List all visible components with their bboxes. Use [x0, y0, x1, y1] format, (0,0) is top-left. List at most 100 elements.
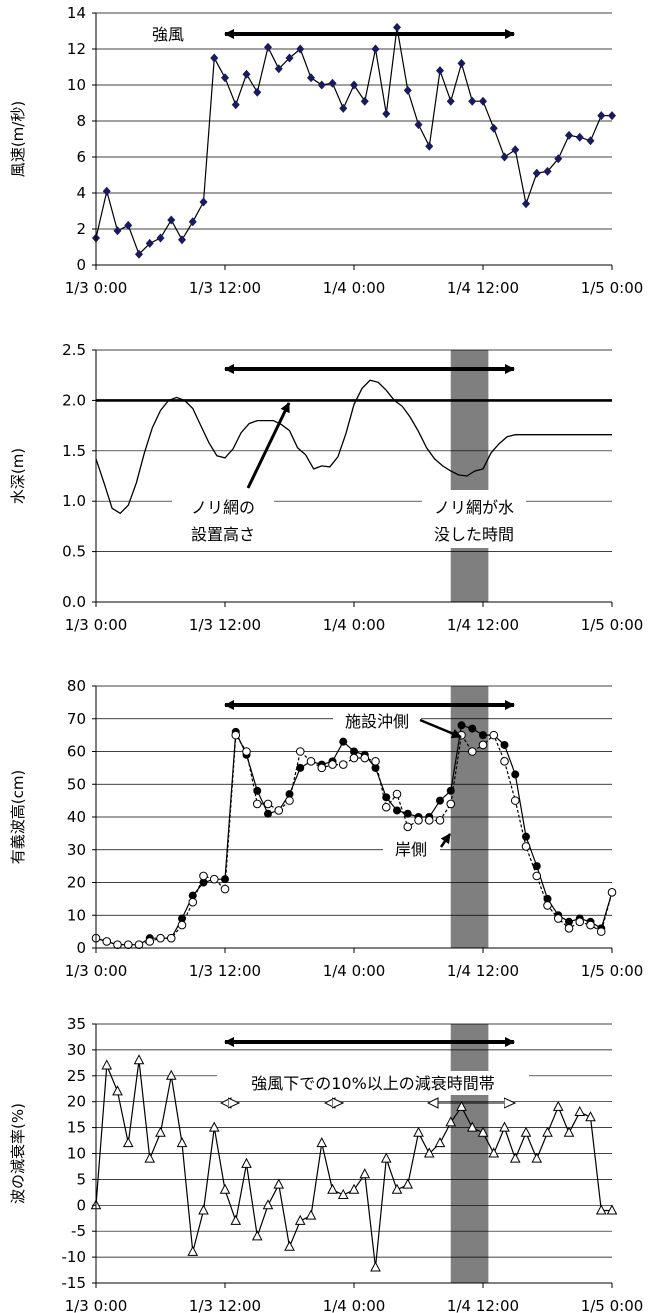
data-point-shore	[188, 897, 198, 907]
data-point-shore	[489, 730, 499, 740]
data-point	[253, 87, 262, 97]
data-point-shore	[478, 740, 488, 750]
data-point-shore	[467, 747, 477, 756]
data-point	[543, 166, 552, 176]
y-tick-label: -5	[71, 1222, 86, 1240]
data-point	[208, 1121, 220, 1132]
data-point-shore	[521, 842, 531, 851]
data-point	[198, 1204, 209, 1215]
data-point	[509, 1152, 521, 1163]
submerged-label-line1: ノリ網が水	[434, 498, 514, 517]
data-point-shore	[446, 799, 456, 809]
data-point	[210, 53, 219, 63]
y-tick-label: 10	[67, 906, 86, 924]
offshore-pointer	[419, 718, 462, 739]
data-point	[554, 154, 563, 164]
data-point	[542, 1126, 553, 1137]
data-point	[284, 1240, 295, 1251]
data-point	[102, 186, 111, 196]
x-tick-label: 1/5 0:00	[581, 279, 644, 297]
y-tick-label: 40	[67, 808, 86, 826]
data-point	[574, 1105, 586, 1117]
data-point-offshore	[457, 721, 466, 730]
label-background	[121, 22, 216, 46]
data-point	[112, 1085, 123, 1096]
data-point	[586, 136, 595, 146]
y-tick-label: 35	[67, 1015, 86, 1033]
y-tick-label: 50	[67, 775, 86, 793]
x-tick-label: 1/3 0:00	[65, 1297, 128, 1313]
data-point	[231, 100, 240, 110]
data-point-offshore	[296, 763, 305, 772]
data-point	[124, 220, 133, 230]
data-point-offshore	[285, 790, 294, 799]
y-tick-label: 0.5	[62, 543, 86, 561]
data-point-shore	[220, 884, 230, 894]
x-tick-label: 1/5 0:00	[581, 616, 644, 634]
data-point	[360, 96, 369, 106]
submerged-label-line2: 没した時間	[434, 525, 514, 544]
data-point	[316, 1137, 328, 1148]
data-point-offshore	[264, 809, 272, 818]
data-point-shore	[209, 874, 219, 884]
net-height-label-line1: ノリ網の	[191, 498, 255, 517]
data-point	[328, 78, 337, 88]
data-point	[337, 1188, 349, 1199]
data-point	[489, 123, 498, 133]
data-point-shore	[263, 799, 273, 809]
data-point-offshore	[382, 793, 391, 802]
x-tick-label: 1/3 12:00	[189, 1297, 261, 1313]
data-point	[595, 1204, 607, 1215]
x-tick-label: 1/4 12:00	[447, 1297, 519, 1313]
attenuation-band-label: 強風下での10%以上の減衰時間帯	[251, 1074, 495, 1093]
data-point-offshore	[403, 809, 412, 818]
data-point	[188, 217, 197, 227]
data-point	[380, 1152, 392, 1163]
y-tick-label: 2	[76, 220, 86, 238]
data-point	[479, 96, 487, 106]
y-tick-label: 6	[76, 148, 86, 166]
label-background	[217, 1071, 529, 1095]
data-point	[264, 42, 272, 52]
data-point	[457, 58, 466, 68]
data-point-shore	[102, 937, 112, 946]
y-tick-label: 10	[67, 1145, 86, 1163]
data-point-shore	[252, 799, 262, 809]
data-point	[273, 1178, 285, 1189]
data-point-shore	[177, 920, 187, 930]
data-point	[446, 96, 455, 106]
data-point	[393, 22, 401, 32]
x-tick-label: 1/4 0:00	[323, 1297, 386, 1313]
y-tick-label: 12	[67, 40, 86, 58]
x-tick-label: 1/5 0:00	[581, 962, 644, 980]
data-point-shore	[553, 914, 563, 923]
submerged-time-band	[450, 350, 489, 602]
data-point	[606, 1204, 618, 1215]
data-point-shore	[134, 940, 144, 950]
data-point-offshore	[532, 862, 541, 871]
data-point-shore	[349, 753, 359, 763]
y-tick-label: 30	[67, 1041, 86, 1059]
data-point	[391, 1183, 403, 1194]
data-point	[167, 215, 176, 225]
data-point	[327, 1183, 338, 1194]
y-tick-label: 0	[76, 256, 86, 274]
x-tick-label: 1/3 12:00	[189, 279, 261, 297]
data-point	[511, 145, 520, 155]
data-point-offshore	[350, 747, 358, 756]
data-point	[348, 1183, 360, 1194]
data-point	[251, 1230, 263, 1241]
data-point-offshore	[178, 914, 186, 923]
data-point-shore	[156, 933, 165, 943]
data-point-shore	[145, 937, 155, 946]
data-point-shore	[381, 802, 391, 812]
y-tick-label: 4	[76, 184, 86, 202]
data-point	[219, 1183, 231, 1194]
y-axis-label: 波の減衰率(%)	[9, 1103, 27, 1204]
data-point	[113, 226, 122, 236]
data-point	[133, 1054, 145, 1065]
x-tick-label: 1/5 0:00	[581, 1297, 644, 1313]
data-point-shore	[285, 796, 294, 805]
data-point	[176, 1137, 188, 1148]
x-tick-label: 1/4 0:00	[323, 962, 386, 980]
